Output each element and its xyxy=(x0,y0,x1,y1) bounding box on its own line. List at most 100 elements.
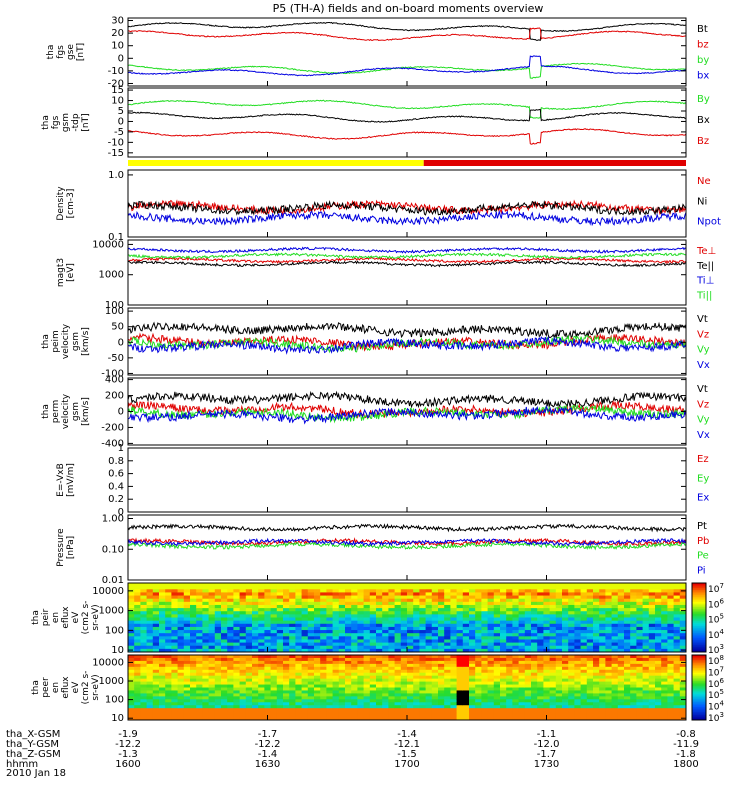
heatmap-cell xyxy=(431,666,439,671)
heatmap-cell xyxy=(630,678,637,683)
heatmap-cell xyxy=(227,589,234,593)
heatmap-cell xyxy=(611,678,619,683)
heatmap-cell xyxy=(301,623,309,628)
heatmap-cell xyxy=(326,687,334,691)
heatmap-cell xyxy=(307,699,315,703)
heatmap-cell xyxy=(301,657,309,662)
heatmap-cell xyxy=(407,601,414,606)
heatmap-cell xyxy=(363,630,371,634)
heatmap-cell xyxy=(661,604,668,609)
heatmap-cell xyxy=(270,623,278,628)
heatmap-cell xyxy=(431,657,439,662)
heatmap-cell xyxy=(661,592,668,597)
heatmap-cell xyxy=(413,672,420,677)
heatmap-cell xyxy=(159,636,166,640)
heatmap-cell xyxy=(134,675,141,680)
heatmap-cell xyxy=(419,586,427,590)
heatmap-cell xyxy=(338,617,346,622)
heatmap-cell xyxy=(233,586,241,590)
heatmap-cell xyxy=(593,684,600,688)
colorbar-cell xyxy=(692,695,706,698)
heatmap-cell xyxy=(376,657,383,662)
heatmap-cell xyxy=(512,669,520,674)
heatmap-cell xyxy=(531,696,538,700)
heatmap-cell xyxy=(624,687,631,691)
heatmap-cell xyxy=(562,660,569,665)
heatmap-cell xyxy=(214,696,222,700)
heatmap-cell xyxy=(264,617,272,622)
heatmap-cell xyxy=(152,696,160,700)
heatmap-cell xyxy=(593,705,600,709)
heatmap-cell xyxy=(252,620,259,625)
heatmap-cell xyxy=(593,717,600,721)
heatmap-cell xyxy=(140,660,148,665)
heatmap-cell xyxy=(152,617,160,622)
heatmap-cell xyxy=(599,684,606,688)
heatmap-cell xyxy=(295,672,303,677)
state-bar-segment xyxy=(423,160,686,166)
heatmap-cell xyxy=(128,598,135,603)
heatmap-cell xyxy=(605,714,613,718)
heatmap-cell xyxy=(469,684,476,688)
heatmap-cell xyxy=(314,586,321,590)
heatmap-cell xyxy=(146,663,154,668)
heatmap-cell xyxy=(425,678,433,683)
heatmap-cell xyxy=(450,639,458,644)
heatmap-cell xyxy=(512,681,520,686)
y-axis-label: [cm-3] xyxy=(66,189,76,219)
heatmap-cell xyxy=(295,690,303,694)
heatmap-cell xyxy=(233,663,241,668)
heatmap-cell xyxy=(301,583,309,587)
heatmap-cell xyxy=(221,711,228,715)
heatmap-cell xyxy=(177,657,185,662)
heatmap-cell xyxy=(438,583,445,587)
heatmap-cell xyxy=(171,699,179,703)
heatmap-cell xyxy=(648,708,656,712)
heatmap-cell xyxy=(555,639,563,644)
heatmap-cell xyxy=(239,687,247,691)
heatmap-cell xyxy=(400,666,408,671)
heatmap-cell xyxy=(574,648,582,653)
heatmap-cell xyxy=(332,592,340,597)
heatmap-cell xyxy=(438,620,445,625)
heatmap-cell xyxy=(636,669,644,674)
heatmap-cell xyxy=(537,666,544,671)
x-axis-value: -1.8 xyxy=(676,749,696,760)
heatmap-cell xyxy=(493,608,501,612)
heatmap-cell xyxy=(655,711,662,715)
heatmap-cell xyxy=(475,666,482,671)
heatmap-cell xyxy=(673,592,681,597)
heatmap-cell xyxy=(555,684,563,688)
heatmap-cell xyxy=(326,636,334,640)
colorbar-cell xyxy=(692,716,706,719)
heatmap-cell xyxy=(667,604,675,609)
heatmap-cell xyxy=(475,639,482,644)
heatmap-cell xyxy=(425,699,433,703)
heatmap-cell xyxy=(357,699,365,703)
heatmap-cell xyxy=(289,620,296,625)
heatmap-cell xyxy=(444,623,451,628)
heatmap-cell xyxy=(506,675,513,680)
heatmap-cell xyxy=(475,601,482,606)
y-axis-label: E=-VxB xyxy=(56,463,66,497)
heatmap-cell xyxy=(543,636,551,640)
y-tick-label: 400 xyxy=(105,375,124,386)
heatmap-cell xyxy=(673,666,681,671)
y-tick-label: 1000 xyxy=(99,606,124,617)
heatmap-cell xyxy=(655,678,662,683)
heatmap-cell xyxy=(407,696,414,700)
heatmap-cell xyxy=(407,660,414,665)
heatmap-cell xyxy=(128,639,135,644)
y-axis-label: gsm xyxy=(61,113,71,132)
heatmap-cell xyxy=(332,633,340,637)
heatmap-cell xyxy=(171,589,179,593)
heatmap-cell xyxy=(245,611,253,615)
heatmap-cell xyxy=(394,617,402,622)
y-tick-label: -10 xyxy=(108,137,124,148)
heatmap-cell xyxy=(679,687,687,691)
y-axis-label: en xyxy=(51,612,61,623)
heatmap-cell xyxy=(574,655,582,659)
heatmap-cell xyxy=(196,642,203,647)
heatmap-cell xyxy=(475,645,482,650)
heatmap-cell xyxy=(617,586,625,590)
